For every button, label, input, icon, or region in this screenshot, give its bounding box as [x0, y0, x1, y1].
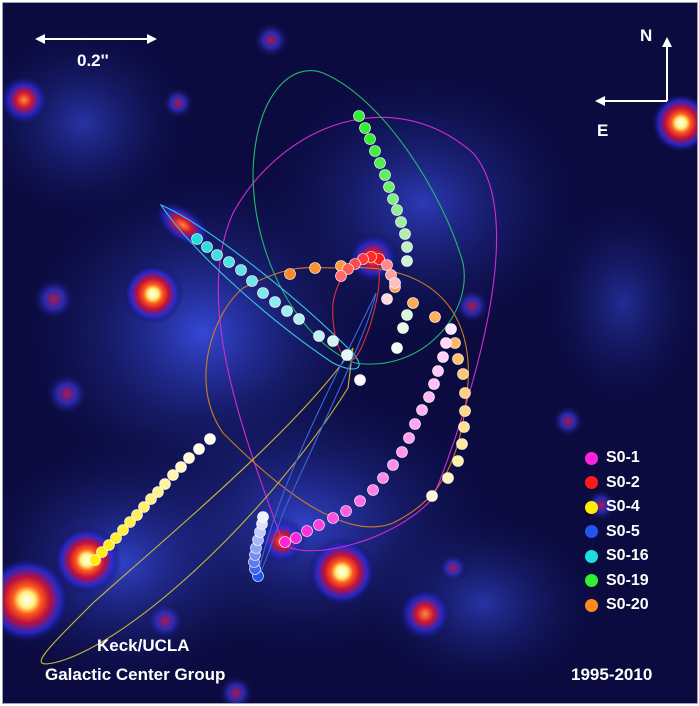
year-range: 1995-2010 [571, 665, 653, 684]
credit-line-1: Keck/UCLA [97, 636, 190, 655]
galactic-center-image [3, 3, 697, 703]
s0-20-swatch [585, 598, 598, 612]
scale-bar [35, 34, 157, 44]
legend-item-s0-20: S0-20 [585, 593, 649, 618]
legend-label: S0-2 [606, 473, 640, 491]
compass [595, 37, 672, 106]
s0-16-track [191, 233, 353, 361]
legend-label: S0-16 [606, 547, 649, 565]
legend-item-s0-16: S0-16 [585, 544, 649, 569]
scale-label: 0.2'' [77, 51, 109, 70]
legend-item-s0-1: S0-1 [585, 446, 649, 471]
s0-4-track [89, 433, 216, 566]
s0-19-orbit [252, 70, 465, 365]
background-stars [3, 22, 697, 703]
s0-2-track [335, 251, 401, 386]
s0-1-swatch [585, 451, 598, 465]
s0-16-swatch [585, 549, 598, 563]
s0-16-orbit [159, 203, 360, 370]
legend-label: S0-20 [606, 596, 649, 614]
east-label: E [597, 121, 609, 140]
s0-2-swatch [585, 476, 598, 490]
legend-label: S0-5 [606, 522, 640, 540]
legend-label: S0-4 [606, 498, 640, 516]
s0-1-orbit [217, 116, 498, 552]
s0-5-swatch [585, 525, 598, 539]
background-glow [3, 13, 697, 703]
s0-4-swatch [585, 500, 598, 514]
s0-4-orbit [40, 347, 354, 665]
orbits [40, 70, 498, 665]
s0-1-track [279, 323, 457, 548]
legend-item-s0-4: S0-4 [585, 495, 649, 520]
s0-19-track [353, 110, 413, 354]
legend-label: S0-1 [606, 449, 640, 467]
credit-line-2: Galactic Center Group [45, 665, 226, 684]
north-label: N [640, 26, 653, 45]
legend-item-s0-2: S0-2 [585, 471, 649, 496]
legend-item-s0-5: S0-5 [585, 520, 649, 545]
legend: S0-1 S0-2 S0-4 S0-5 S0-16 S0-19 S0-20 [585, 446, 649, 618]
legend-label: S0-19 [606, 571, 649, 589]
legend-item-s0-19: S0-19 [585, 569, 649, 594]
s0-19-swatch [585, 574, 598, 588]
s0-20-track [284, 260, 471, 502]
s0-5-track [248, 511, 269, 582]
